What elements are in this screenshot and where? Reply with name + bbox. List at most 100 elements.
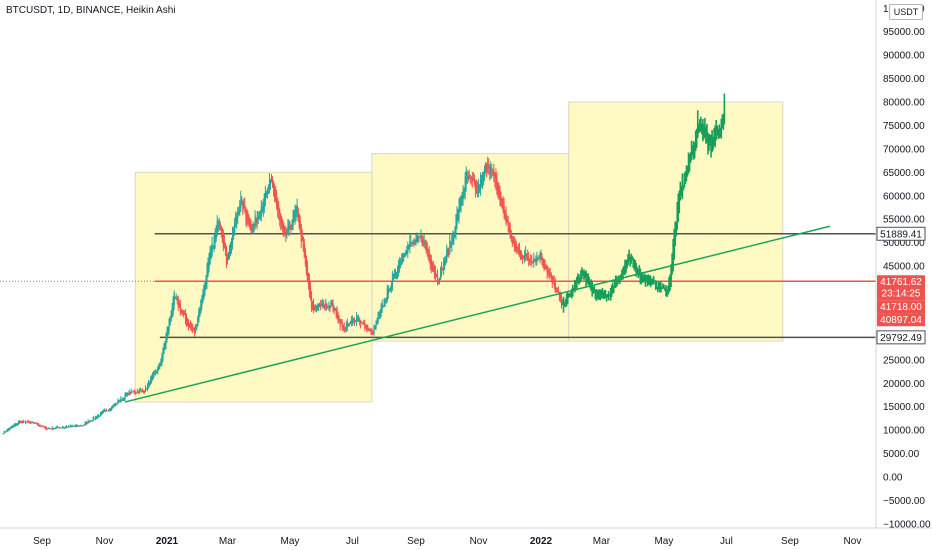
candle-body bbox=[440, 268, 442, 280]
candle-body bbox=[561, 300, 564, 303]
candle-body bbox=[656, 285, 658, 289]
candle-body bbox=[189, 324, 191, 326]
time-tick-label: 2022 bbox=[530, 536, 553, 547]
candle-body bbox=[41, 425, 43, 427]
candle-body bbox=[684, 171, 687, 184]
candle-body bbox=[641, 276, 644, 278]
candle-body bbox=[491, 169, 493, 171]
candle-body bbox=[89, 420, 91, 423]
candle-body bbox=[570, 294, 572, 296]
candle-body bbox=[300, 224, 302, 243]
candle-body bbox=[262, 204, 265, 211]
candle-body bbox=[616, 280, 618, 284]
candle-body bbox=[305, 257, 308, 273]
candle-body bbox=[515, 247, 518, 249]
candle-body bbox=[247, 217, 249, 218]
candle-body bbox=[540, 253, 542, 260]
candle-body bbox=[316, 306, 318, 309]
candle-body bbox=[174, 297, 176, 299]
candle-body bbox=[232, 227, 234, 244]
candle-body bbox=[200, 299, 202, 313]
candle-body bbox=[206, 268, 208, 284]
candle-body bbox=[110, 408, 112, 410]
candle-body bbox=[308, 278, 311, 294]
candle-body bbox=[272, 180, 274, 186]
candle-body bbox=[505, 213, 507, 225]
candle-body bbox=[442, 269, 444, 271]
candle-body bbox=[392, 273, 395, 282]
candle-body bbox=[531, 260, 533, 262]
time-axis[interactable]: Sep Nov 2021 Mar May Jul Sep Nov 2022 Mar May Jul Se… bbox=[33, 536, 861, 547]
candle-body bbox=[611, 286, 613, 293]
candle-body bbox=[589, 280, 591, 285]
candle-body bbox=[71, 426, 73, 427]
candle-body bbox=[457, 214, 459, 220]
candle-body bbox=[559, 295, 562, 298]
price-tick-label: 90000.00 bbox=[883, 51, 925, 62]
candle-body bbox=[207, 262, 209, 276]
price-axis[interactable]: −10000.00 −5000.00 0.00 5000.00 10000.00 1500… bbox=[883, 4, 931, 531]
candle-body bbox=[47, 428, 49, 430]
candle-body bbox=[597, 294, 600, 296]
time-tick-label: Mar bbox=[593, 536, 611, 547]
candle-body bbox=[481, 178, 483, 185]
candle-body bbox=[146, 388, 148, 390]
candle-body bbox=[412, 241, 414, 244]
candle-body bbox=[653, 280, 655, 282]
range-boxes bbox=[134, 101, 784, 403]
candle-body bbox=[553, 280, 555, 286]
candle-body bbox=[444, 261, 446, 266]
candle-body bbox=[266, 192, 269, 194]
candle-body bbox=[410, 241, 412, 245]
candle-body bbox=[349, 321, 352, 324]
candle-body bbox=[225, 247, 228, 265]
candle-body bbox=[88, 422, 90, 423]
candle-body bbox=[448, 251, 450, 254]
candle-body bbox=[291, 223, 293, 228]
candle-body bbox=[595, 293, 598, 301]
candle-body bbox=[5, 431, 7, 432]
candle-body bbox=[48, 428, 50, 430]
candle-body bbox=[375, 320, 377, 328]
candle-body bbox=[705, 128, 707, 136]
candle-body bbox=[445, 258, 447, 264]
candle-body bbox=[80, 425, 82, 427]
level-price-badge bbox=[876, 330, 926, 345]
candle-body bbox=[44, 426, 46, 428]
currency-unit-button[interactable]: USDT bbox=[889, 4, 923, 20]
candle-body bbox=[286, 233, 288, 235]
candle-body bbox=[547, 270, 549, 273]
candle-body bbox=[579, 279, 581, 281]
candle-body bbox=[720, 120, 723, 132]
candle-body bbox=[23, 421, 25, 422]
candle-body bbox=[332, 303, 334, 311]
range-box-1 bbox=[134, 171, 373, 403]
candle-body bbox=[125, 394, 127, 397]
candle-body bbox=[182, 311, 185, 314]
candle-body bbox=[657, 286, 659, 291]
candle-body bbox=[456, 213, 458, 226]
candle-body bbox=[634, 264, 636, 267]
candle-body bbox=[361, 322, 363, 324]
time-tick-label: Sep bbox=[407, 536, 425, 547]
candle-body bbox=[706, 132, 708, 142]
candle-body bbox=[534, 259, 536, 261]
candle-body bbox=[600, 293, 603, 296]
time-tick-label: May bbox=[280, 536, 299, 547]
candle-body bbox=[106, 410, 108, 412]
candle-body bbox=[483, 174, 485, 178]
candle-body bbox=[122, 397, 124, 400]
candle-body bbox=[466, 175, 468, 179]
candle-body bbox=[357, 319, 359, 321]
candle-body bbox=[463, 188, 465, 196]
candle-body bbox=[701, 124, 703, 126]
candle-body bbox=[181, 310, 184, 314]
candle-body bbox=[222, 235, 225, 248]
candle-body bbox=[708, 139, 710, 142]
candle-body bbox=[109, 409, 111, 411]
price-tick-label: 5000.00 bbox=[883, 449, 920, 460]
candle-body bbox=[157, 366, 159, 372]
candle-body bbox=[644, 279, 647, 283]
candle-body bbox=[231, 238, 233, 249]
